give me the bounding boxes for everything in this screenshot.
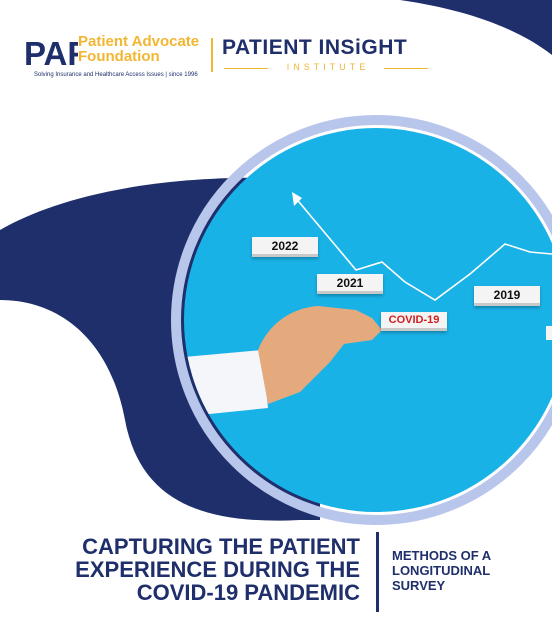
outer-ring	[171, 115, 552, 525]
top-right-swoosh	[400, 0, 552, 55]
pii-title: PATIENT INSiGHT	[222, 36, 408, 59]
subtitle-line-3: SURVEY	[392, 578, 446, 593]
paf-name-line1: Patient Advocate	[78, 33, 200, 50]
pii-rule-left	[224, 68, 268, 69]
title-line-1: CAPTURING THE PATIENT	[82, 534, 360, 559]
title-line-3: COVID-19 PANDEMIC	[136, 580, 360, 605]
subtitle-line-1: METHODS OF A	[392, 548, 492, 563]
sign-2021: 2021	[317, 274, 383, 294]
cover-title: CAPTURING THE PATIENT EXPERIENCE DURING …	[40, 535, 360, 604]
title-line-2: EXPERIENCE DURING THE	[75, 557, 360, 582]
paf-tagline: Solving Insurance and Healthcare Access …	[34, 72, 198, 78]
arrow-head-icon	[292, 192, 302, 206]
svg-text:PAF: PAF	[24, 35, 78, 72]
sign-covid-19: COVID-19	[381, 312, 447, 331]
pii-subtitle-row: INSTITUTE	[222, 61, 434, 75]
sleeve	[184, 350, 268, 420]
paf-name-line2: Foundation	[78, 48, 160, 65]
sign-2022: 2022	[252, 237, 318, 257]
cover-subtitle: METHODS OF A LONGITUDINAL SURVEY	[392, 548, 542, 593]
title-divider	[376, 532, 379, 612]
pii-subtitle: INSTITUTE	[286, 62, 370, 72]
pii-rule-right	[384, 68, 428, 69]
white-wave-cut	[0, 300, 552, 622]
sign-stub	[546, 326, 552, 340]
hand	[258, 306, 382, 404]
logo-divider	[211, 38, 213, 72]
trend-arrow-line	[293, 195, 552, 301]
paf-logo-mark: PAF	[24, 35, 78, 72]
sign-2019: 2019	[474, 286, 540, 306]
paf-name: Patient Advocate Foundation	[78, 34, 208, 64]
subtitle-line-2: LONGITUDINAL	[392, 563, 491, 578]
paf-logo: PAF Patient Advocate Foundation Solving …	[24, 34, 204, 86]
pii-logo: PATIENT INSiGHT INSTITUTE	[222, 36, 434, 76]
